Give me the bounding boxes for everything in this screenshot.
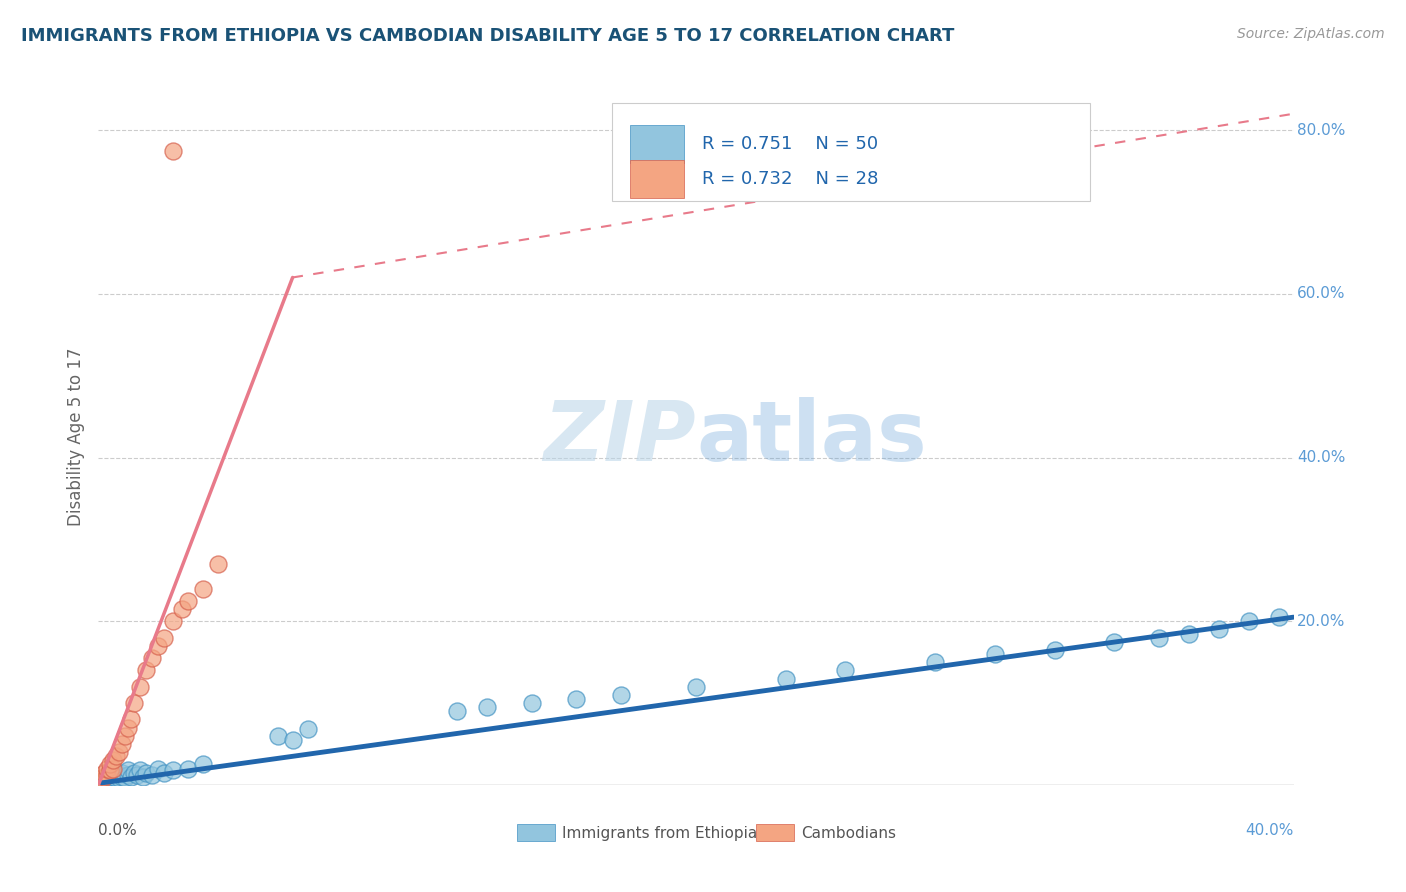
Point [129,763,152,777]
Point [834,664,856,678]
Point [90,773,112,788]
Point [114,729,136,743]
Point [297,723,319,737]
Point [98,763,122,777]
Point [281,733,304,747]
Point [93,770,115,784]
Text: R = 0.732    N = 28: R = 0.732 N = 28 [702,170,879,188]
Point [191,757,214,772]
Text: Cambodians: Cambodians [801,826,896,841]
Point [96,770,118,784]
Point [141,768,163,782]
Point [90,773,112,788]
Point [103,753,125,767]
Bar [756,824,794,840]
Point [1104,634,1126,648]
Point [135,664,157,678]
Point [141,651,163,665]
Point [177,762,200,776]
Point [127,768,149,782]
Point [148,762,170,776]
Point [565,692,588,706]
Point [111,765,134,780]
Point [610,688,633,702]
Point [162,144,184,158]
Point [177,594,200,608]
Point [93,765,115,780]
Point [1237,614,1260,628]
Point [120,770,142,784]
Point [446,704,468,718]
Point [172,602,194,616]
Point [124,765,146,780]
Point [93,775,115,789]
Point [1267,610,1289,624]
Point [191,582,214,596]
Point [267,729,290,743]
Bar [630,160,685,198]
Text: Source: ZipAtlas.com: Source: ZipAtlas.com [1237,27,1385,41]
Point [775,672,797,686]
Point [105,749,128,764]
Point [120,713,142,727]
Point [114,772,136,786]
Point [153,765,176,780]
Point [153,631,176,645]
Text: 40.0%: 40.0% [1298,450,1346,465]
Text: IMMIGRANTS FROM ETHIOPIA VS CAMBODIAN DISABILITY AGE 5 TO 17 CORRELATION CHART: IMMIGRANTS FROM ETHIOPIA VS CAMBODIAN DI… [21,27,955,45]
Text: ZIP: ZIP [543,397,696,477]
Point [124,696,146,710]
Point [98,772,122,787]
Bar [517,824,555,840]
Point [685,680,707,694]
Point [117,721,139,735]
Point [90,772,112,786]
Point [132,770,155,784]
Point [108,767,131,781]
Point [475,700,498,714]
Text: 80.0%: 80.0% [1298,122,1346,137]
Point [117,768,139,782]
Text: atlas: atlas [696,397,927,477]
Point [96,768,118,782]
Point [162,614,184,628]
Point [129,680,152,694]
Text: 60.0%: 60.0% [1298,286,1346,301]
Point [1043,643,1066,657]
Point [105,768,128,782]
Point [96,773,118,788]
Text: Immigrants from Ethiopia: Immigrants from Ethiopia [562,826,756,841]
Text: 0.0%: 0.0% [98,823,138,838]
Point [135,765,157,780]
Point [520,696,543,710]
Point [103,770,125,784]
Point [105,772,128,786]
Text: R = 0.751    N = 50: R = 0.751 N = 50 [702,135,879,153]
Y-axis label: Disability Age 5 to 17: Disability Age 5 to 17 [66,348,84,526]
Point [1147,631,1170,645]
Point [984,647,1007,661]
Point [1178,626,1201,640]
Point [117,763,139,777]
Point [98,757,122,772]
Point [96,762,118,776]
Point [1208,623,1230,637]
FancyBboxPatch shape [613,103,1091,201]
Text: 40.0%: 40.0% [1246,823,1294,838]
Point [111,737,134,751]
Point [207,557,229,571]
Point [93,772,115,786]
Point [98,768,122,782]
Point [108,745,131,759]
Point [148,639,170,653]
Point [924,655,946,669]
Point [103,762,125,776]
Point [108,771,131,785]
Point [111,770,134,784]
Point [162,763,184,777]
Bar [630,125,685,163]
Point [103,772,125,787]
Text: 20.0%: 20.0% [1298,614,1346,629]
